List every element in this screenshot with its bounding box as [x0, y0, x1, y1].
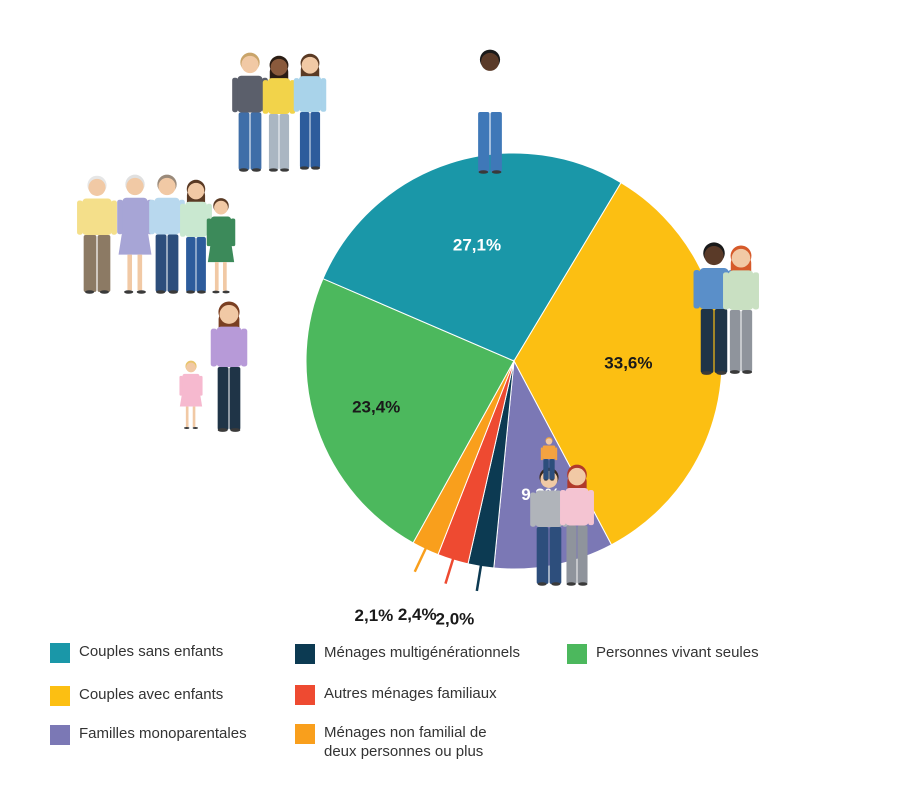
- data-label-personnes-vivant-seules: 23,4%: [352, 397, 400, 416]
- leader-line-autres-menages-familiaux: [444, 551, 457, 585]
- adult-trio-illustration: [232, 52, 327, 172]
- multigenerational-family-illustration: [77, 174, 236, 294]
- data-label-couples-avec-enfants: 33,6%: [604, 353, 652, 372]
- couple-illustration: [693, 242, 759, 375]
- pie-slice-couples-sans-enfants: [322, 152, 622, 362]
- data-label-couples-sans-enfants: 27,1%: [453, 236, 501, 255]
- leader-line-menages-non-familial-de-deux-personnes-ou-plus: [413, 541, 431, 573]
- leader-line-menages-multigenerationnels: [475, 557, 484, 592]
- data-label-autres-menages-familiaux: 2,4%: [398, 605, 437, 624]
- single-parent-family-illustration: [179, 301, 248, 432]
- data-label-menages-multigenerationnels: 2,0%: [436, 609, 475, 628]
- family-with-children-illustration: [530, 437, 594, 586]
- person-alone-illustration: [471, 49, 509, 174]
- data-label-menages-non-familial-de-deux-personnes-ou-plus: 2,1%: [355, 606, 394, 625]
- pie-slice-personnes-vivant-seules: [305, 277, 515, 544]
